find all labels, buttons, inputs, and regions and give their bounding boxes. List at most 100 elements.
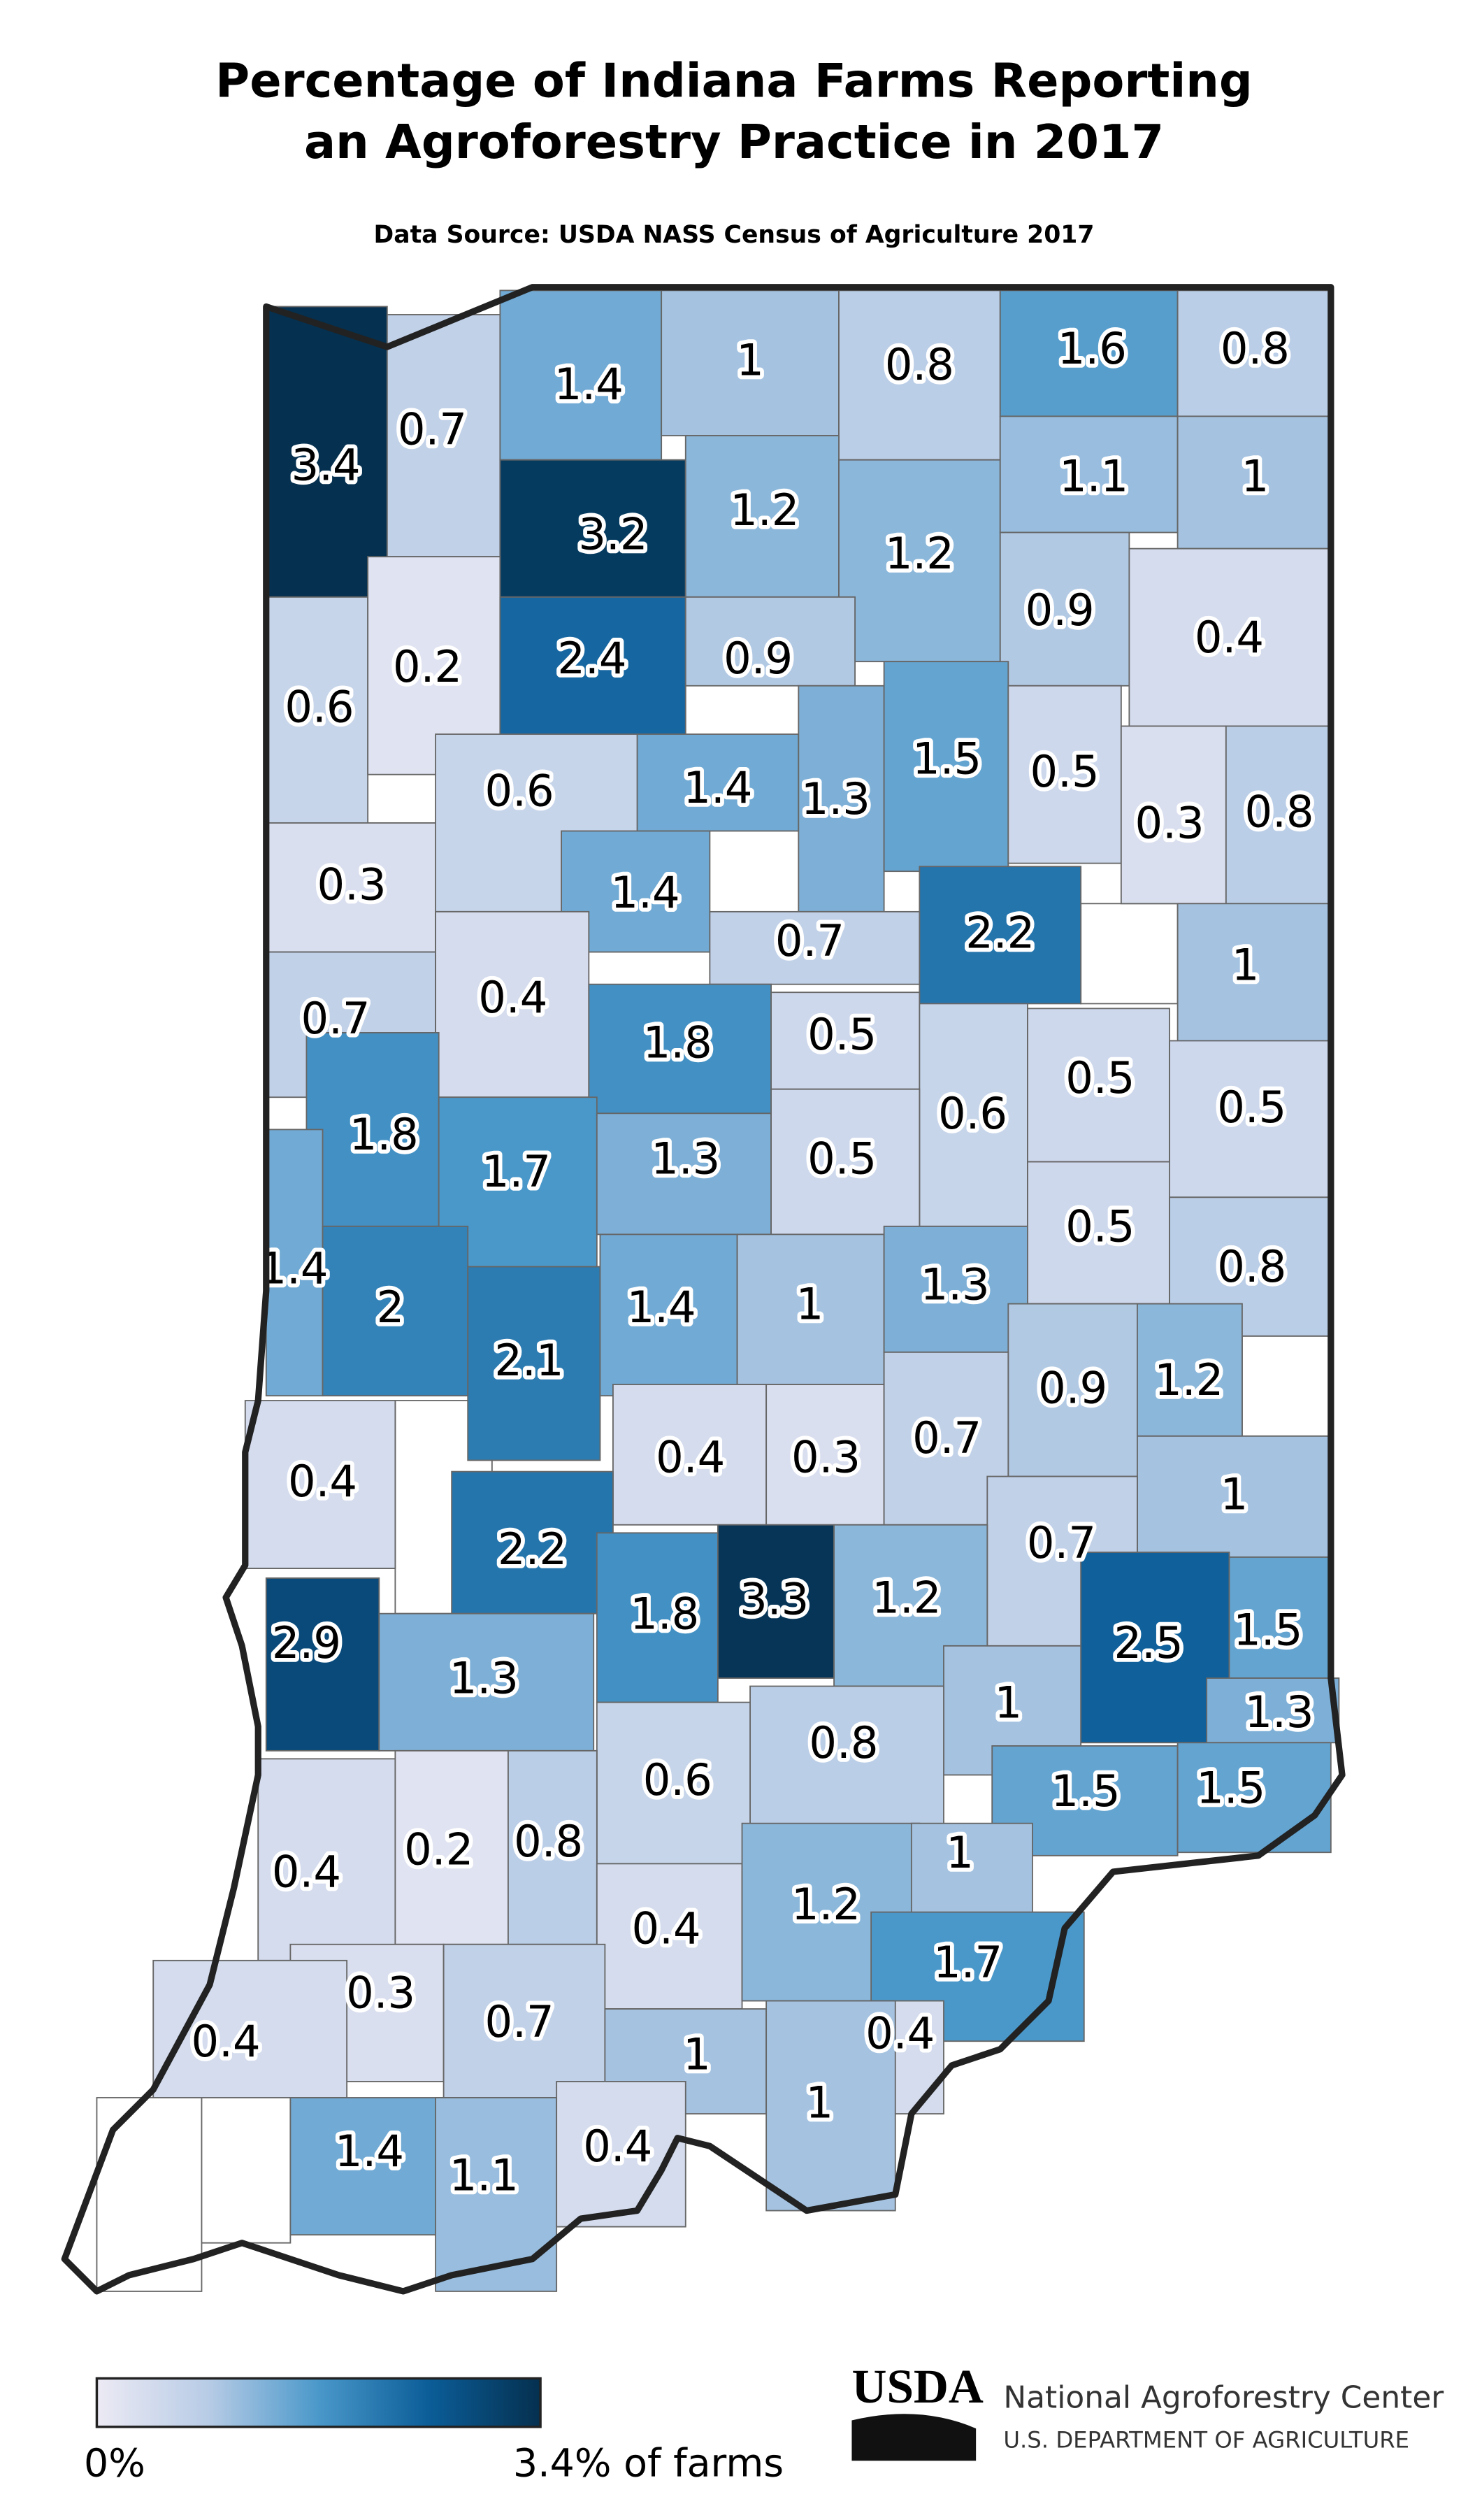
county <box>265 596 369 824</box>
county-label: 1.8 <box>643 1017 712 1068</box>
county-label: 2.2 <box>498 1524 567 1575</box>
county-label: 1 <box>1232 940 1260 991</box>
county <box>1007 1303 1138 1477</box>
county-label: 0.5 <box>807 1009 877 1060</box>
title-line: an Agroforestry Practice in 2017 <box>304 115 1164 169</box>
county <box>305 1031 440 1227</box>
county-label: 1 <box>736 334 764 385</box>
county <box>508 1749 598 1945</box>
county <box>596 1701 751 1865</box>
county-label: 2.4 <box>557 633 626 684</box>
county-label: 0.3 <box>791 1432 861 1483</box>
county-label: 0.4 <box>272 1847 341 1898</box>
county <box>1176 289 1332 417</box>
county <box>749 1685 944 1840</box>
county-label: 0.4 <box>865 2007 935 2059</box>
county <box>919 1003 1028 1227</box>
county <box>684 596 856 687</box>
county-label: 1.5 <box>912 733 981 784</box>
county-label: 0.6 <box>938 1088 1007 1139</box>
county <box>499 596 686 735</box>
county-label: 0.3 <box>317 859 387 910</box>
county-label: 0.5 <box>1030 746 1100 797</box>
county-label: 1 <box>1242 450 1269 501</box>
county-label: 1 <box>683 2028 711 2079</box>
county <box>265 1577 380 1752</box>
usda-logo-mark <box>851 2414 977 2461</box>
county <box>838 459 1001 663</box>
county <box>596 1112 772 1236</box>
county-label: 1.3 <box>651 1133 720 1184</box>
county-label: 1.3 <box>1244 1687 1314 1738</box>
dept-name: U.S. DEPARTMENT OF AGRICULTURE <box>1003 2427 1409 2454</box>
county <box>556 2080 686 2228</box>
county <box>1176 1742 1332 1854</box>
county <box>265 1129 324 1397</box>
county-label: 1.8 <box>630 1588 699 1639</box>
county <box>1027 1161 1170 1305</box>
county-label: 1.3 <box>801 773 870 824</box>
org-name: National Agroforestry Center <box>1003 2380 1444 2416</box>
county-label: 0.2 <box>393 641 462 692</box>
county <box>1136 1303 1243 1437</box>
county-label: 0.9 <box>1026 585 1095 636</box>
county-label: 0.3 <box>1135 798 1204 849</box>
county <box>451 1470 614 1615</box>
county-label: 1 <box>796 1278 824 1329</box>
county <box>378 1612 595 1752</box>
county <box>1225 725 1332 905</box>
county-label: 0.5 <box>1065 1052 1135 1103</box>
county-label: 0.7 <box>775 915 844 966</box>
county-label: 1.4 <box>335 2126 404 2177</box>
county-label: 2.9 <box>272 1617 341 1668</box>
county <box>1169 1040 1332 1198</box>
county-label: 1.7 <box>933 1937 1002 1988</box>
county-label: 0.7 <box>398 404 467 455</box>
county-label: 2.1 <box>494 1335 563 1386</box>
county-label: 1.4 <box>611 867 680 918</box>
county-label: 3.2 <box>578 509 647 560</box>
county <box>770 991 921 1090</box>
county <box>709 910 921 985</box>
county-label: 0.4 <box>583 2121 652 2172</box>
county <box>588 983 772 1115</box>
county-label: 1.1 <box>449 2149 519 2200</box>
county <box>999 415 1179 534</box>
county-label: 3.4 <box>292 439 361 490</box>
county-label: 2.5 <box>1114 1617 1183 1668</box>
county <box>838 289 1001 461</box>
county <box>394 1749 509 1945</box>
county-label: 1 <box>1221 1469 1248 1520</box>
county <box>596 1532 719 1703</box>
county <box>1136 1435 1332 1558</box>
county-label: 0.5 <box>1065 1201 1135 1252</box>
county <box>435 910 590 1098</box>
county <box>1176 415 1332 550</box>
usda-logo: USDA <box>851 2359 983 2413</box>
county-label: 1.3 <box>921 1259 990 1310</box>
county-label: 1.2 <box>1154 1354 1223 1405</box>
county <box>257 1758 396 1961</box>
county <box>999 531 1130 687</box>
county-label: 1.2 <box>885 528 954 579</box>
state-outline <box>61 284 1346 2295</box>
county <box>1128 547 1332 727</box>
county <box>765 1384 885 1526</box>
county-label: 1.7 <box>482 1146 551 1197</box>
legend-bar <box>95 2377 542 2428</box>
county-no-data <box>1241 1335 1332 1437</box>
county-label: 1 <box>994 1677 1022 1728</box>
county <box>612 1384 768 1526</box>
county <box>1176 903 1332 1042</box>
county <box>1080 1552 1230 1744</box>
county <box>919 866 1082 1005</box>
legend-max-label: 3.4% of farms <box>513 2441 784 2486</box>
county-label: 1.4 <box>554 359 624 410</box>
county-label: 0.6 <box>285 681 354 732</box>
county-no-data <box>201 2097 292 2244</box>
subtitle: Data Source: USDA NASS Census of Agricul… <box>374 221 1095 249</box>
county-label: 2.2 <box>965 908 1035 959</box>
county-label: 1.5 <box>1233 1604 1302 1655</box>
county <box>765 2000 896 2212</box>
